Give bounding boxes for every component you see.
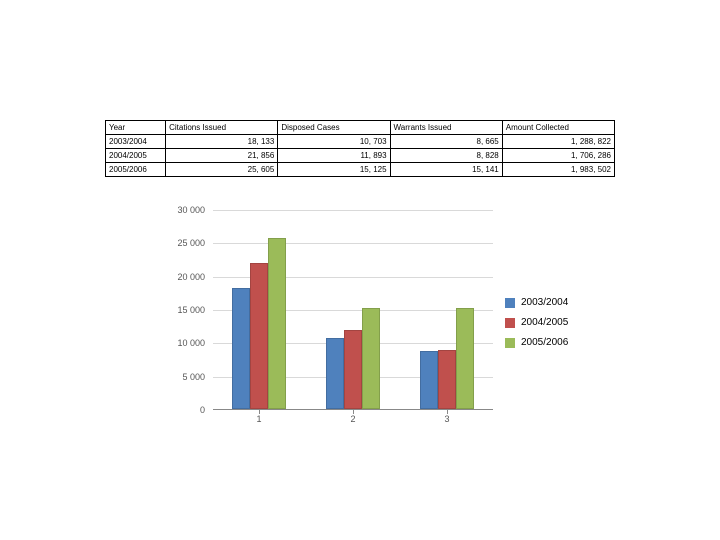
chart-gridline (213, 210, 493, 211)
chart-bar (232, 288, 250, 409)
chart-bar (362, 308, 380, 409)
chart-y-tick-label: 25 000 (165, 238, 205, 248)
table-cell-value: 15, 141 (390, 163, 502, 177)
legend-item: 2005/2006 (505, 337, 568, 348)
legend-label: 2004/2005 (521, 317, 568, 328)
table-cell-value: 11, 893 (278, 149, 390, 163)
chart-y-tick-label: 0 (165, 405, 205, 415)
chart-bar (326, 338, 344, 409)
table-cell-value: 1, 983, 502 (502, 163, 614, 177)
table-cell-value: 25, 605 (166, 163, 278, 177)
table-cell-value: 18, 133 (166, 135, 278, 149)
chart-y-tick-label: 10 000 (165, 338, 205, 348)
table-column-header: Amount Collected (502, 121, 614, 135)
table-cell-year: 2005/2006 (106, 163, 166, 177)
legend-label: 2003/2004 (521, 297, 568, 308)
legend-label: 2005/2006 (521, 337, 568, 348)
chart-bar-group (326, 308, 380, 409)
table-cell-value: 8, 828 (390, 149, 502, 163)
chart-y-tick-label: 20 000 (165, 272, 205, 282)
bar-chart: 05 00010 00015 00020 00025 00030 000123 … (165, 210, 585, 430)
chart-bar (456, 308, 474, 409)
chart-bar (420, 351, 438, 409)
table-cell-value: 8, 665 (390, 135, 502, 149)
chart-bar (268, 238, 286, 409)
chart-y-tick-label: 15 000 (165, 305, 205, 315)
table-cell-value: 21, 856 (166, 149, 278, 163)
table-cell-value: 1, 706, 286 (502, 149, 614, 163)
chart-x-tick-label: 3 (417, 414, 477, 424)
chart-bar (344, 330, 362, 409)
chart-bar (250, 263, 268, 409)
legend-item: 2004/2005 (505, 317, 568, 328)
table-row: 2004/200521, 85611, 8938, 8281, 706, 286 (106, 149, 615, 163)
table-column-header: Year (106, 121, 166, 135)
table-column-header: Disposed Cases (278, 121, 390, 135)
table-cell-value: 10, 703 (278, 135, 390, 149)
chart-bar-group (420, 308, 474, 409)
legend-swatch (505, 298, 515, 308)
legend-item: 2003/2004 (505, 297, 568, 308)
data-table: YearCitations IssuedDisposed CasesWarran… (105, 120, 615, 177)
table-column-header: Citations Issued (166, 121, 278, 135)
table-cell-year: 2003/2004 (106, 135, 166, 149)
table-cell-value: 15, 125 (278, 163, 390, 177)
chart-bar (438, 350, 456, 409)
legend-swatch (505, 338, 515, 348)
chart-bar-group (232, 238, 286, 409)
chart-plot-area: 05 00010 00015 00020 00025 00030 000123 (213, 210, 493, 410)
table-body: 2003/200418, 13310, 7038, 6651, 288, 822… (106, 135, 615, 177)
chart-x-tick-label: 2 (323, 414, 383, 424)
table-cell-value: 1, 288, 822 (502, 135, 614, 149)
table-header-row: YearCitations IssuedDisposed CasesWarran… (106, 121, 615, 135)
chart-x-tick-label: 1 (229, 414, 289, 424)
chart-y-tick-label: 30 000 (165, 205, 205, 215)
table-row: 2005/200625, 60515, 12515, 1411, 983, 50… (106, 163, 615, 177)
table-cell-year: 2004/2005 (106, 149, 166, 163)
table-row: 2003/200418, 13310, 7038, 6651, 288, 822 (106, 135, 615, 149)
chart-legend: 2003/2004 2004/2005 2005/2006 (505, 288, 568, 357)
chart-y-tick-label: 5 000 (165, 372, 205, 382)
legend-swatch (505, 318, 515, 328)
table-column-header: Warrants Issued (390, 121, 502, 135)
